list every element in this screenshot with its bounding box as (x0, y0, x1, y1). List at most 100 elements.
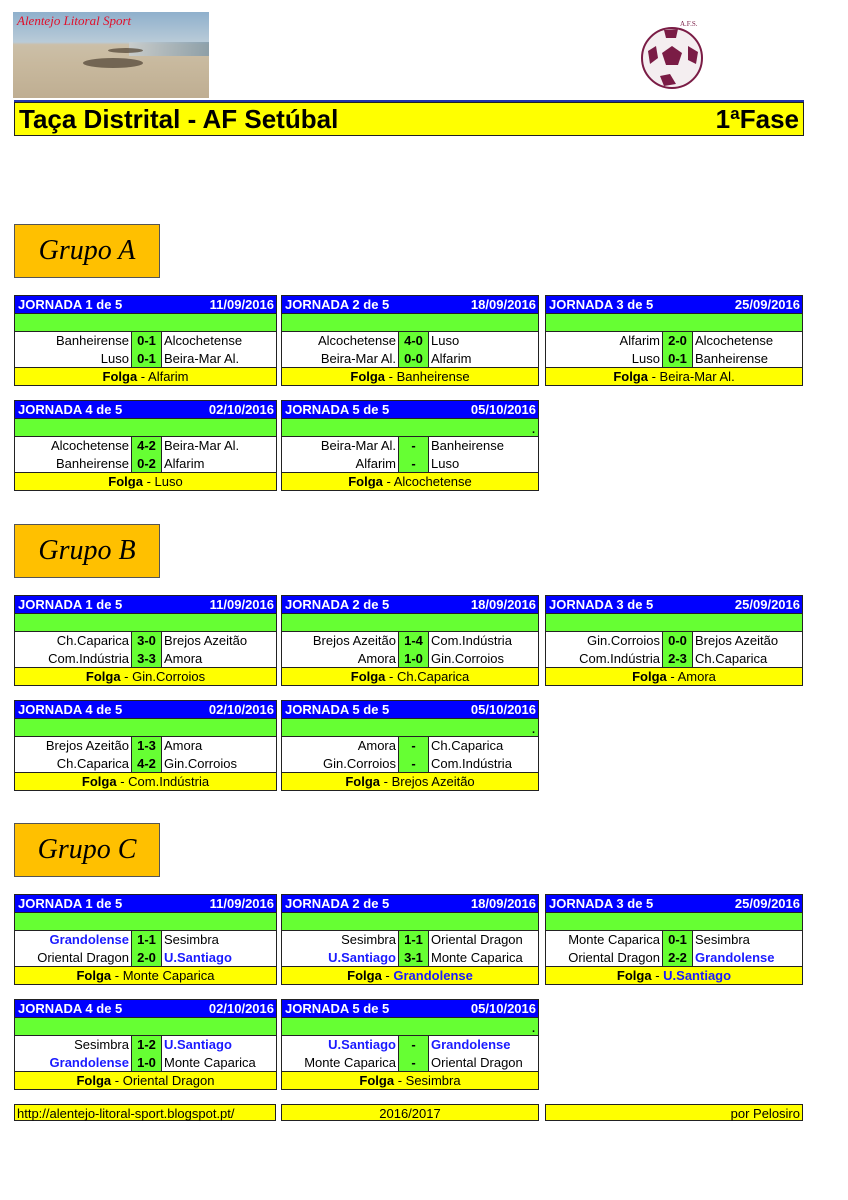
matches: Alcochetense Banheirense 4-2 0-2 Beira-Mar A… (15, 437, 276, 473)
jornada-header: JORNADA 4 de 5 02/10/2016 (15, 401, 276, 419)
away-team: U.Santiago (164, 1037, 232, 1052)
jornada-title: JORNADA 2 de 5 (285, 297, 390, 312)
folga-team: Brejos Azeitão (391, 774, 475, 789)
jornada-title: JORNADA 5 de 5 (285, 402, 390, 417)
folga-row: Folga - Alfarim (15, 368, 276, 385)
scores: 1-4 1-0 (399, 632, 429, 667)
away-team: Sesimbra (695, 932, 750, 947)
matches: Brejos Azeitão Amora 1-4 1-0 Com.Indústria Gi… (282, 632, 538, 668)
jornada-spacer: . (282, 719, 538, 737)
away-teams: Ch.Caparica Com.Indústria (429, 737, 538, 772)
jornada-date: 02/10/2016 (208, 1001, 274, 1016)
home-teams: Alfarim Luso (546, 332, 663, 367)
away-team: Com.Indústria (431, 755, 512, 771)
away-team: Grandolense (695, 949, 775, 965)
matches: Grandolense Oriental Dragon 1-1 2-0 Sesimbra… (15, 931, 276, 967)
away-team: Amora (164, 650, 203, 666)
footer-url-text[interactable]: http://alentejo-litoral-sport.blogspot.p… (17, 1106, 235, 1121)
home-team: U.Santiago (328, 1037, 396, 1052)
folga-team: Alcochetense (393, 474, 472, 489)
away-teams: Grandolense Oriental Dragon (429, 1036, 538, 1071)
home-teams: Sesimbra Grandolense (15, 1036, 132, 1071)
folga-team: Luso (154, 474, 183, 489)
jornada-spacer (282, 913, 538, 931)
folga-label: Folga (350, 669, 386, 684)
folga-row: Folga - Gin.Corroios (15, 668, 276, 685)
folga-row: Folga - Amora (546, 668, 802, 685)
jornada-date: 11/09/2016 (209, 896, 274, 911)
away-team: Monte Caparica (431, 949, 523, 965)
folga-team: Amora (677, 669, 716, 684)
scores: -- (399, 437, 429, 472)
jornada-title: JORNADA 2 de 5 (285, 597, 390, 612)
away-teams: Luso Alfarim (429, 332, 538, 367)
page-title: Taça Distrital - AF Setúbal (19, 104, 339, 134)
folga-label: Folga (85, 669, 121, 684)
jornada-header: JORNADA 2 de 5 18/09/2016 (282, 296, 538, 314)
match-score: 0-1 (668, 932, 687, 947)
scores: 4-2 0-2 (132, 437, 162, 472)
home-team: Beira-Mar Al. (320, 350, 396, 366)
matches: U.Santiago Monte Caparica - - Grandolense Ori… (282, 1036, 538, 1072)
matches: Sesimbra Grandolense 1-2 1-0 U.Santiago Monte… (15, 1036, 276, 1072)
away-team: Banheirense (431, 438, 504, 453)
home-team: Amora (357, 738, 396, 753)
jornada-date: 05/10/2016 (470, 702, 536, 717)
match-score: 1-2 (137, 1037, 156, 1052)
away-team: Gin.Corroios (431, 650, 504, 666)
match-score: 1-3 (137, 738, 156, 753)
folga-row: Folga - Monte Caparica (15, 967, 276, 984)
scores: 1-3 4-2 (132, 737, 162, 772)
jornada-spacer (15, 1018, 276, 1036)
match-score: 1-0 (137, 1054, 156, 1070)
away-team: Brejos Azeitão (695, 633, 779, 648)
jornada-block: JORNADA 3 de 5 25/09/2016 Alfarim Luso 2-0 0-… (545, 295, 803, 386)
footer-url[interactable]: http://alentejo-litoral-sport.blogspot.p… (14, 1104, 276, 1121)
jornada-title: JORNADA 5 de 5 (285, 1001, 390, 1016)
scores: 0-1 0-1 (132, 332, 162, 367)
home-team: Ch.Caparica (56, 633, 129, 648)
home-team: Com.Indústria (579, 650, 660, 666)
jornada-header: JORNADA 3 de 5 25/09/2016 (546, 296, 802, 314)
folga-team: Sesimbra (405, 1073, 461, 1088)
jornada-block: JORNADA 2 de 5 18/09/2016 Brejos Azeitão Am… (281, 595, 539, 686)
folga-label: Folga (108, 474, 143, 489)
jornada-header: JORNADA 2 de 5 18/09/2016 (282, 895, 538, 913)
folga-row: Folga - Brejos Azeitão (282, 773, 538, 790)
jornada-header: JORNADA 4 de 5 02/10/2016 (15, 1000, 276, 1018)
away-team: Grandolense (431, 1037, 511, 1052)
away-teams: U.Santiago Monte Caparica (162, 1036, 276, 1071)
home-team: Sesimbra (74, 1037, 129, 1052)
folga-label: Folga (81, 774, 117, 789)
jornada-title: JORNADA 1 de 5 (18, 297, 123, 312)
home-teams: Ch.Caparica Com.Indústria (15, 632, 132, 667)
jornada-title: JORNADA 1 de 5 (18, 896, 123, 911)
scores: 0-1 2-2 (663, 931, 693, 966)
home-teams: Monte Caparica Oriental Dragon (546, 931, 663, 966)
jornada-block: JORNADA 1 de 5 11/09/2016 Ch.Caparica Com.I… (14, 595, 277, 686)
jornada-spacer: . (282, 419, 538, 437)
folga-team: U.Santiago (663, 968, 732, 983)
season-text: 2016/2017 (379, 1106, 441, 1121)
banner-image: Alentejo Litoral Sport (13, 12, 209, 98)
away-teams: Banheirense Luso (429, 437, 538, 472)
jornada-block: JORNADA 2 de 5 18/09/2016 Alcochetense Beir… (281, 295, 539, 386)
jornada-date: 25/09/2016 (734, 597, 800, 612)
home-team: Brejos Azeitão (312, 633, 396, 648)
folga-team: Ch.Caparica (396, 669, 470, 684)
match-score: 4-0 (404, 333, 423, 348)
jornada-header: JORNADA 1 de 5 11/09/2016 (15, 895, 276, 913)
home-team: Oriental Dragon (568, 949, 660, 965)
away-teams: Sesimbra Grandolense (693, 931, 802, 966)
matches: Amora Gin.Corroios - - Ch.Caparica Com.Indúst… (282, 737, 538, 773)
folga-label: Folga (616, 968, 652, 983)
match-score: 0-2 (137, 455, 156, 471)
match-score: 1-1 (137, 932, 156, 947)
jornada-date: 18/09/2016 (470, 597, 536, 612)
home-team: Banheirense (56, 333, 129, 348)
jornada-date: 18/09/2016 (470, 297, 536, 312)
jornada-header: JORNADA 4 de 5 02/10/2016 (15, 701, 276, 719)
jornada-title: JORNADA 5 de 5 (285, 702, 390, 717)
jornada-date: 11/09/2016 (209, 597, 274, 612)
